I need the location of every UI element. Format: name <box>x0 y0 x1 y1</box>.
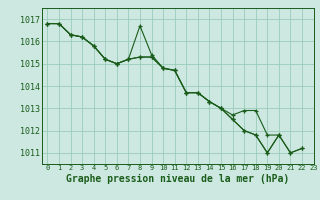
X-axis label: Graphe pression niveau de la mer (hPa): Graphe pression niveau de la mer (hPa) <box>66 174 289 184</box>
